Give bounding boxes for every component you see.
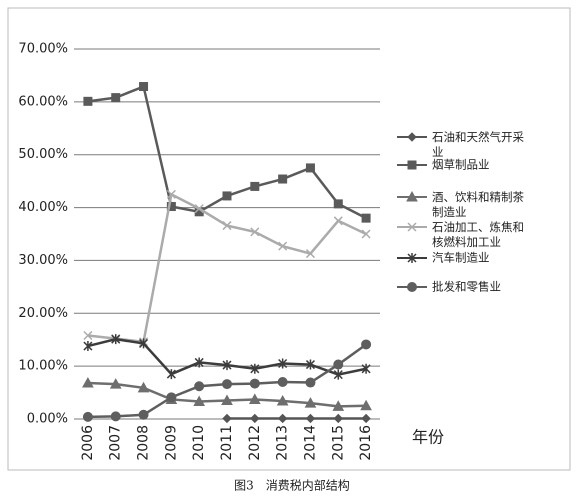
x-tick-label: 2012	[247, 425, 263, 461]
data-point	[222, 379, 232, 390]
x-tick-label: 2010	[191, 425, 207, 461]
legend-label: 石油和天然气开采业	[432, 130, 524, 159]
data-point	[166, 392, 177, 403]
caption: 图3 消费税内部结构	[234, 478, 350, 493]
x-tick-label: 2011	[219, 425, 235, 461]
x-tick-label: 2008	[136, 425, 152, 461]
legend-marker	[407, 160, 417, 170]
data-point	[222, 221, 232, 231]
data-point	[361, 213, 371, 223]
data-point	[109, 378, 122, 389]
data-point	[333, 216, 343, 226]
legend-marker	[407, 253, 417, 263]
data-point	[250, 413, 260, 424]
x-tick-label: 2006	[80, 425, 96, 461]
data-point	[250, 363, 260, 374]
data-point	[305, 377, 316, 388]
data-point	[137, 381, 150, 393]
data-point	[194, 204, 204, 214]
legend-label: 石油加工、炼焦和核燃料加工业	[432, 220, 524, 249]
data-point	[193, 395, 206, 407]
data-point	[138, 409, 149, 420]
x-tick-label: 2007	[108, 425, 124, 461]
data-point	[248, 393, 261, 404]
data-point	[361, 339, 372, 350]
series-line	[87, 192, 367, 344]
data-point	[166, 202, 176, 212]
y-tick-label: 40.00%	[18, 200, 68, 215]
data-point	[361, 413, 371, 424]
legend-marker	[406, 190, 418, 202]
data-point	[305, 359, 315, 370]
data-point	[194, 381, 205, 392]
x-tick-label: 2014	[302, 425, 318, 461]
data-point	[333, 413, 343, 424]
data-point	[333, 359, 344, 370]
data-point	[305, 413, 316, 424]
data-point	[276, 394, 289, 406]
y-tick-label: 70.00%	[18, 42, 68, 57]
data-point	[139, 338, 149, 349]
data-point	[111, 334, 121, 345]
legend-label: 批发和零售业	[432, 280, 501, 294]
data-point	[166, 369, 176, 380]
data-point	[278, 241, 288, 251]
data-point	[332, 400, 345, 411]
data-point	[82, 411, 93, 422]
data-point	[166, 189, 176, 199]
data-point	[83, 341, 93, 352]
data-point	[278, 174, 288, 184]
y-tick-label: 20.00%	[18, 306, 68, 321]
data-point	[361, 363, 371, 374]
data-point	[278, 358, 288, 369]
data-point	[277, 377, 288, 387]
data-point	[222, 413, 232, 424]
data-point	[83, 96, 93, 106]
data-point	[111, 93, 121, 103]
data-point	[250, 181, 260, 191]
legend-label: 酒、饮料和精制茶制造业	[432, 190, 524, 219]
data-point	[82, 377, 94, 388]
legend-label: 烟草制品业	[432, 158, 490, 172]
x-axis-label: 年份	[412, 428, 444, 447]
data-point	[333, 369, 343, 380]
x-tick-label: 2009	[163, 425, 179, 461]
data-point	[305, 163, 315, 173]
data-point	[277, 413, 288, 424]
y-tick-label: 50.00%	[18, 147, 68, 162]
data-point	[305, 249, 315, 259]
legend-marker	[407, 282, 417, 292]
legend-marker	[407, 222, 417, 232]
data-point	[139, 82, 149, 92]
y-tick-label: 0.00%	[27, 412, 68, 427]
data-point	[361, 229, 371, 239]
y-tick-label: 30.00%	[18, 253, 68, 268]
x-tick-label: 2016	[358, 425, 374, 461]
data-point	[249, 378, 260, 389]
data-point	[221, 394, 233, 405]
x-tick-label: 2013	[275, 425, 291, 461]
y-tick-label: 60.00%	[18, 94, 68, 109]
y-tick-label: 10.00%	[18, 359, 68, 374]
legend-label: 汽车制造业	[432, 251, 490, 265]
data-point	[194, 357, 204, 368]
data-point	[110, 411, 121, 422]
x-tick-label: 2015	[330, 425, 346, 461]
data-point	[222, 191, 232, 201]
legend-marker	[407, 132, 417, 142]
data-point	[360, 399, 372, 411]
chart-frame	[7, 7, 571, 471]
data-point	[304, 397, 317, 408]
data-point	[333, 199, 343, 209]
data-point	[250, 227, 260, 237]
data-point	[83, 330, 93, 341]
data-point	[222, 360, 232, 371]
